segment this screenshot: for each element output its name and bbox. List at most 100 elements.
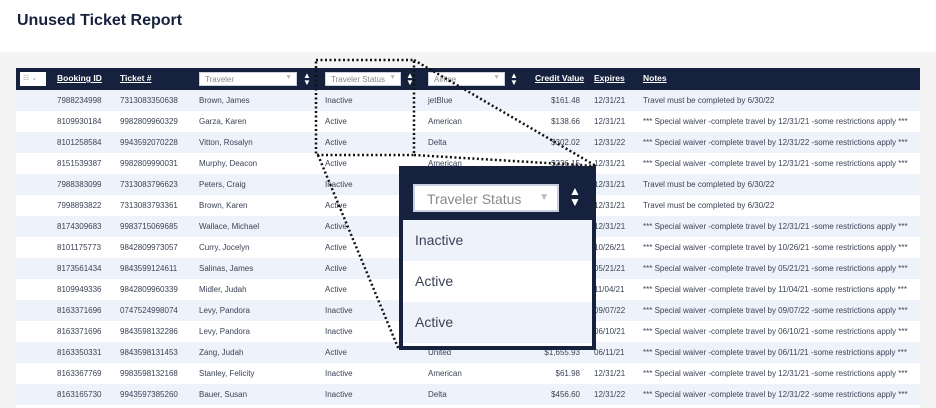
expires-cell: 12/31/22 [594, 390, 626, 399]
traveler-status-filter-label: Traveler Status [331, 75, 385, 84]
booking-id-cell: 8163371696 [57, 327, 102, 336]
sort-icon[interactable]: ▲ ▼ [406, 71, 414, 87]
traveler-cell: Murphy, Deacon [199, 159, 258, 168]
traveler-status-zoom-popup: Traveler Status ▼ ▲ ▼ Inactive Active Acti… [399, 166, 596, 350]
airline-cell: Delta [428, 138, 447, 147]
status-option[interactable]: Active [415, 273, 454, 289]
booking-id-cell: 8163371696 [57, 306, 102, 315]
sort-icon[interactable]: ▲ ▼ [303, 71, 311, 87]
ticket-cell: 7313083793361 [120, 201, 178, 210]
status-cell: Inactive [325, 390, 353, 399]
status-option[interactable]: Inactive [403, 220, 592, 261]
column-chooser-button[interactable]: ☷ ⌄ [20, 72, 46, 86]
page-title: Unused Ticket Report [17, 12, 183, 29]
ticket-cell: 9943592070228 [120, 138, 178, 147]
status-cell: Active [325, 264, 347, 273]
table-row: 7988234998 7313083350638 Brown, James Inact… [16, 90, 920, 111]
booking-id-cell: 8101175773 [57, 243, 101, 252]
table-header: ☷ ⌄ Booking ID Ticket # Traveler ▼ ▲ ▼ Tra… [16, 68, 920, 90]
sort-icon[interactable]: ▲ ▼ [510, 71, 518, 87]
credit-value-cell: $302.02 [551, 138, 580, 147]
notes-cell: *** Special waiver -complete travel by 0… [643, 348, 907, 357]
expires-cell: 05/21/21 [594, 264, 626, 273]
ticket-cell: 9843598132286 [120, 327, 178, 336]
booking-id-cell: 7988234998 [57, 96, 102, 105]
ticket-cell: 9843598131453 [120, 348, 178, 357]
page-header: Unused Ticket Report [0, 0, 936, 52]
sort-ticket[interactable]: Ticket # [120, 73, 152, 83]
chevron-down-icon: ▼ [539, 192, 549, 203]
traveler-cell: Midler, Judah [199, 285, 247, 294]
booking-id-cell: 8101258584 [57, 138, 102, 147]
status-cell: Active [325, 117, 347, 126]
traveler-cell: Garza, Karen [199, 117, 247, 126]
ticket-cell: 9983598132168 [120, 369, 178, 378]
notes-cell: *** Special waiver -complete travel by 0… [643, 327, 908, 336]
status-cell: Active [325, 285, 347, 294]
traveler-cell: Wallace, Michael [199, 222, 260, 231]
booking-id-cell: 8151539387 [57, 159, 102, 168]
booking-id-cell: 8173561434 [57, 264, 102, 273]
expires-cell: 12/31/21 [594, 201, 626, 210]
sort-notes[interactable]: Notes [643, 73, 667, 83]
notes-cell: *** Special waiver -complete travel by 1… [643, 390, 908, 399]
table-row: 8163350331 9843598131453 Zang, Judah Active… [16, 342, 920, 363]
ticket-cell: 9842809960339 [120, 285, 178, 294]
ticket-cell: 9982809990031 [120, 159, 178, 168]
notes-cell: *** Special waiver -complete travel by 1… [643, 243, 908, 252]
booking-id-cell: 8163367769 [57, 369, 102, 378]
status-option[interactable]: Active [403, 302, 592, 343]
chevron-down-icon: ▼ [389, 74, 396, 81]
credit-value-cell: $138.66 [551, 117, 580, 126]
notes-cell: *** Special waiver -complete travel by 0… [643, 306, 908, 315]
table-row: 8163165730 9943597385260 Bauer, Susan Inact… [16, 384, 920, 405]
status-cell: Active [325, 348, 347, 357]
traveler-filter-label: Traveler [205, 75, 235, 84]
airline-cell: American [428, 369, 462, 378]
booking-id-cell: 8163350331 [57, 348, 102, 357]
table-row: 8101258584 9943592070228 Vitton, Rosalyn Ac… [16, 132, 920, 153]
traveler-status-filter[interactable]: Traveler Status ▼ [325, 72, 401, 86]
airline-filter-label: Airline [434, 75, 457, 84]
chevron-down-icon: ▼ [285, 74, 292, 81]
traveler-cell: Bauer, Susan [199, 390, 248, 399]
traveler-filter[interactable]: Traveler ▼ [199, 72, 297, 86]
booking-id-cell: 8109949336 [57, 285, 102, 294]
sort-credit-value[interactable]: Credit Value [535, 73, 585, 83]
table-row: 8109930184 9982809960329 Garza, Karen Activ… [16, 111, 920, 132]
expires-cell: 12/31/21 [594, 222, 626, 231]
notes-cell: *** Special waiver -complete travel by 1… [643, 285, 907, 294]
notes-cell: *** Special waiver -complete travel by 0… [643, 264, 908, 273]
ticket-cell: 0747524998074 [120, 306, 178, 315]
sort-icon[interactable]: ▲ ▼ [569, 184, 581, 209]
ticket-cell: 9943597385260 [120, 390, 178, 399]
credit-value-cell: $456.60 [551, 390, 580, 399]
expires-cell: 09/07/22 [594, 306, 626, 315]
notes-cell: Travel must be completed by 6/30/22 [643, 180, 775, 189]
traveler-cell: Vitton, Rosalyn [199, 138, 253, 147]
traveler-cell: Zang, Judah [199, 348, 244, 357]
sort-expires[interactable]: Expires [594, 73, 625, 83]
booking-id-cell: 8163165730 [57, 390, 102, 399]
booking-id-cell: 7998893822 [57, 201, 102, 210]
sort-booking-id[interactable]: Booking ID [57, 73, 102, 83]
airline-filter[interactable]: Airline ▼ [428, 72, 505, 86]
status-cell: Inactive [325, 180, 353, 189]
booking-id-cell: 8174309683 [57, 222, 102, 231]
status-cell: Active [325, 222, 347, 231]
booking-id-cell: 7988383099 [57, 180, 102, 189]
status-options-list: Inactive Active Active [403, 220, 592, 346]
traveler-cell: Stanley, Felicity [199, 369, 255, 378]
expires-cell: 12/31/21 [594, 117, 626, 126]
airline-cell: Delta [428, 390, 447, 399]
traveler-status-select[interactable]: Traveler Status ▼ [413, 184, 559, 212]
status-cell: Active [325, 159, 347, 168]
airline-cell: American [428, 117, 462, 126]
notes-cell: *** Special waiver -complete travel by 1… [643, 138, 908, 147]
notes-cell: *** Special waiver -complete travel by 1… [643, 159, 908, 168]
notes-cell: *** Special waiver -complete travel by 1… [643, 117, 908, 126]
expires-cell: 12/31/21 [594, 96, 626, 105]
ticket-cell: 9842809973057 [120, 243, 178, 252]
traveler-cell: Levy, Pandora [199, 306, 250, 315]
booking-id-cell: 8109930184 [57, 117, 102, 126]
